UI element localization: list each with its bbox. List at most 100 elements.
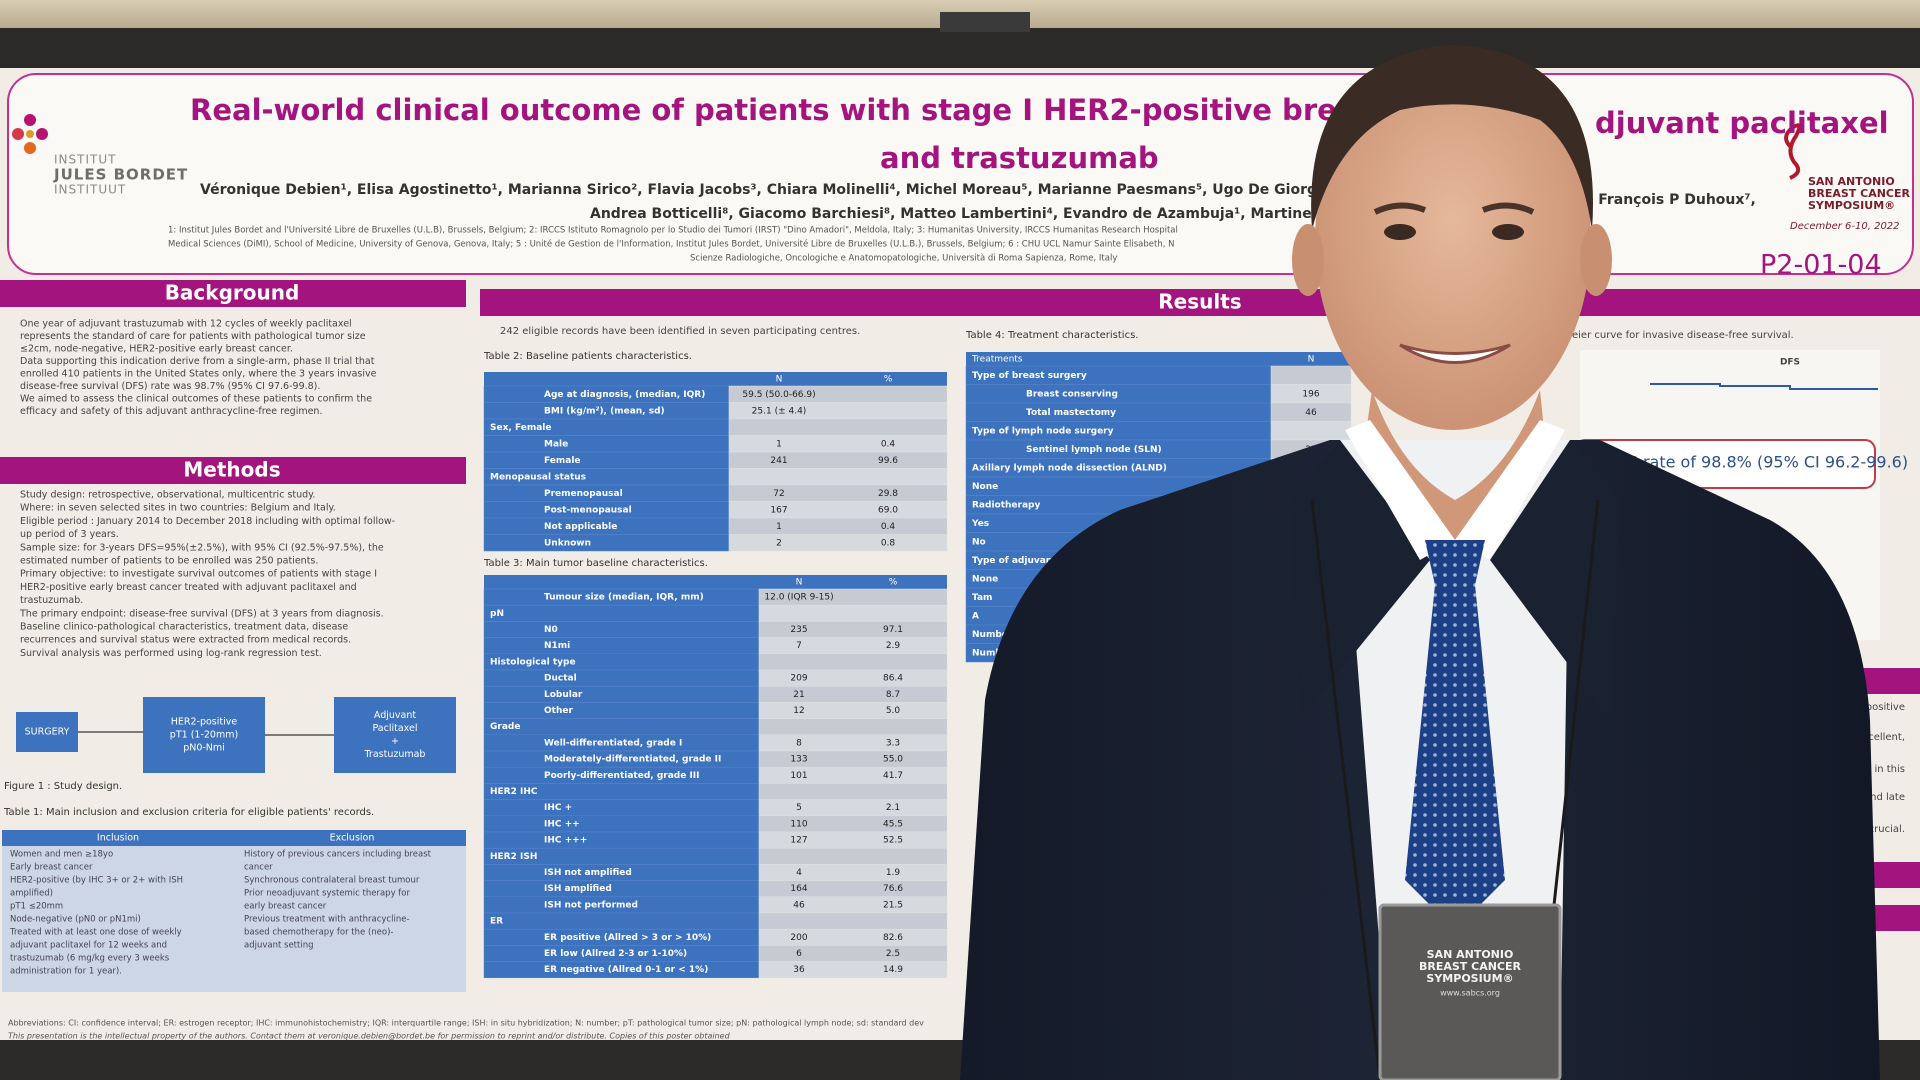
flow-text: Paclitaxel	[373, 723, 418, 734]
table-cell: based chemotherapy for the (neo)-	[244, 928, 393, 938]
table-row-values	[758, 961, 948, 979]
table-row-values	[758, 702, 948, 719]
table-row-values	[728, 517, 948, 535]
table-cell: Women and men ≥18yo	[10, 850, 113, 860]
table-row-label	[483, 669, 760, 687]
section-header: Methods	[183, 458, 280, 482]
methods-text: Eligible period : January 2014 to Decemb…	[20, 516, 395, 527]
table-header	[484, 575, 947, 589]
table-cell: Node-negative (pN0 or pN1mi)	[10, 915, 141, 925]
table-cell: 12.0 (IQR 9-15)	[764, 593, 833, 603]
table-cell: 59.5 (50.0-66.9)	[742, 390, 815, 400]
table-cell: 1	[776, 522, 782, 532]
table-cell: 41.7	[883, 771, 903, 781]
lapel-right	[1490, 440, 1620, 720]
table-cell: Male	[544, 439, 568, 449]
table-cell: None	[972, 574, 998, 584]
table-cell: No	[972, 537, 986, 547]
table-row-values	[728, 418, 948, 436]
symposium-dates: December 6-10, 2022	[1790, 221, 1900, 232]
ear	[1580, 224, 1612, 296]
table-cell: IHC +++	[544, 836, 587, 846]
table-cell: Moderately-differentiated, grade II	[544, 755, 721, 765]
table-header	[484, 372, 947, 386]
table-cell: 2	[776, 538, 782, 548]
table-cell: cancer	[244, 863, 273, 873]
section-header: Background	[165, 281, 300, 305]
affiliations: Scienze Radiologiche, Oncologiche e Anat…	[690, 254, 1117, 264]
table-row-label	[483, 799, 760, 817]
table-cell: 72	[773, 489, 784, 499]
table-header-cell: N	[796, 578, 803, 588]
methods-text: Primary objective: to investigate surviv…	[20, 569, 377, 580]
table-cell: Synchronous contralateral breast tumour	[244, 876, 420, 886]
footer-text: Abbreviations: CI: confidence interval; …	[8, 1019, 924, 1028]
table-cell: BMI (kg/m²), (mean, sd)	[544, 406, 665, 416]
flow-arrow	[78, 731, 334, 736]
table-cell: Post-menopausal	[544, 505, 632, 515]
table-header-cell: Inclusion	[97, 833, 139, 844]
table-cell: Radiotherapy	[972, 500, 1040, 510]
badge-name: BREAST CANCER	[1419, 960, 1522, 973]
lapel-left	[1290, 440, 1430, 720]
person	[960, 45, 1880, 1080]
table-row-label	[483, 604, 760, 622]
table-cell: 14.9	[883, 965, 903, 975]
table-header-cell: %	[889, 578, 898, 588]
conclusion-text: and late	[1864, 792, 1905, 803]
background-text: Data supporting this indication derive f…	[20, 356, 375, 367]
table-cell: Ductal	[544, 674, 577, 684]
table-row-values	[728, 501, 948, 519]
methods-text: HER2-positive early breast cancer treate…	[20, 582, 357, 593]
conclusion-text: men in this	[1849, 764, 1905, 775]
table-cell: History of previous cancers including br…	[244, 850, 432, 860]
section-header-bar	[0, 280, 466, 307]
logo-text: JULES BORDET	[53, 166, 188, 184]
authors: Andrea Botticelli⁸, Giacomo Barchiesi⁸, …	[590, 206, 1327, 222]
table-cell: 0.4	[881, 522, 896, 532]
table-row-values	[758, 718, 948, 736]
section-header-bar	[0, 457, 466, 484]
table-cell: HER2-positive (by IHC 3+ or 2+ with ISH	[10, 876, 183, 886]
badge-name: SYMPOSIUM®	[1426, 972, 1513, 985]
table-cell: 46	[793, 900, 805, 910]
eye	[1492, 224, 1524, 240]
table-cell: 1.9	[886, 868, 901, 878]
table-cell: Early breast cancer	[10, 863, 93, 873]
logo-text: INSTITUT	[54, 153, 116, 167]
table-row-label	[483, 912, 760, 930]
poster-title: djuvant paclitaxel	[1595, 106, 1889, 140]
conclusion-text: crucial.	[1869, 824, 1905, 835]
badge	[1378, 903, 1562, 1080]
table-caption: Table 4: Treatment characteristics.	[965, 330, 1138, 341]
table-cell: ER low (Allred 2-3 or 1-10%)	[544, 949, 687, 959]
table-row-values	[728, 534, 948, 552]
methods-text: trastuzumab.	[20, 595, 83, 606]
table-row-values	[758, 896, 948, 914]
table-cell: Yes	[971, 519, 989, 529]
methods-text: up period of 3 years.	[20, 529, 119, 540]
section-header-bar	[480, 289, 1920, 316]
table-cell: Other	[544, 706, 573, 716]
table-cell: N1mi	[544, 641, 570, 651]
table-row-label	[483, 451, 730, 469]
table-cell: 21.5	[883, 900, 903, 910]
table-cell: 69.0	[878, 505, 898, 515]
table-caption: Table 2: Baseline patients characteristi…	[483, 351, 692, 362]
plot-title: DFS	[1780, 358, 1800, 368]
background-text: efficacy and safety of this adjuvant ant…	[20, 406, 322, 417]
table-row-values	[758, 653, 948, 671]
logo-text: INSTITUUT	[54, 183, 126, 197]
symposium-name: SYMPOSIUM®	[1808, 199, 1895, 212]
hair	[1311, 45, 1594, 230]
face	[1315, 50, 1591, 430]
table-row-label	[483, 880, 760, 898]
table-cell: Not applicable	[544, 522, 617, 532]
table-cell: 76.6	[883, 884, 903, 894]
methods-text: recurrences and survival status were ext…	[20, 635, 351, 646]
collar-right	[1455, 420, 1565, 560]
table-cell: 3.3	[886, 738, 900, 748]
table-header-cell: Treatments	[971, 355, 1023, 365]
